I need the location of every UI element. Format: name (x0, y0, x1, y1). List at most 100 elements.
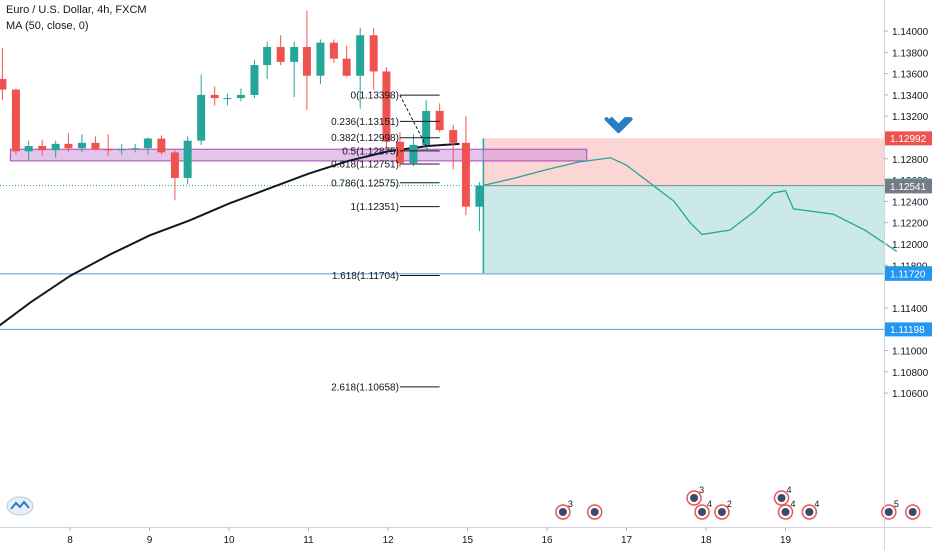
price-tick-label: 1.12000 (892, 240, 929, 251)
candle-body (77, 142, 86, 149)
price-tick-label: 1.12200 (892, 219, 929, 230)
candle[interactable] (236, 88, 245, 102)
fib-level-label: 0.786(1.12575) (331, 178, 399, 189)
candle-body (11, 89, 20, 152)
flag-icon (690, 494, 699, 502)
candle[interactable] (183, 136, 192, 185)
price-label: 1.12992 (890, 134, 927, 145)
economic-event-icon[interactable] (586, 504, 603, 520)
candle[interactable] (449, 124, 458, 170)
candle-body (143, 138, 152, 149)
stop-loss-zone[interactable] (483, 138, 884, 186)
candle-body (369, 35, 378, 72)
candle-body (409, 144, 418, 164)
candle-body (170, 152, 179, 178)
candle-body (157, 138, 166, 153)
candle[interactable] (223, 93, 232, 106)
event-count: 4 (791, 499, 796, 509)
economic-event-icon[interactable]: 4 (694, 499, 712, 520)
projection-path[interactable] (483, 157, 898, 252)
economic-event-icon[interactable]: 3 (686, 485, 704, 506)
candle[interactable] (131, 143, 140, 153)
fib-level-label: 0.5(1.12875) (342, 146, 399, 157)
time-tick-label: 15 (462, 535, 474, 546)
candle[interactable] (316, 39, 325, 85)
price-label-box[interactable] (885, 266, 932, 281)
candle[interactable] (461, 116, 470, 216)
fib-trend-line (399, 94, 429, 150)
economic-event-icon[interactable] (904, 504, 921, 520)
candle[interactable] (329, 39, 338, 63)
candle-body (183, 140, 192, 178)
price-label-box[interactable] (885, 131, 932, 146)
candle-body (449, 130, 458, 143)
candle[interactable] (382, 67, 391, 151)
candle[interactable] (170, 150, 179, 201)
candle[interactable] (64, 133, 73, 153)
candle[interactable] (210, 86, 219, 106)
economic-event-icon[interactable]: 4 (777, 499, 796, 520)
candle-body (395, 141, 404, 164)
price-label-box[interactable] (885, 179, 932, 194)
candle[interactable] (356, 27, 365, 109)
indicator-legend: MA (50, close, 0) (6, 20, 89, 32)
candle[interactable] (197, 74, 206, 145)
candle[interactable] (157, 135, 166, 155)
event-count: 2 (727, 499, 732, 509)
flag-icon (777, 494, 786, 502)
candle-body (263, 46, 272, 66)
candle[interactable] (302, 10, 311, 110)
fib-level-label: 0.382(1.12998) (331, 133, 399, 144)
candle[interactable] (91, 136, 100, 151)
candle[interactable] (38, 139, 47, 156)
time-tick-label: 18 (700, 535, 712, 546)
candle[interactable] (117, 143, 126, 155)
arrow-down-icon[interactable] (604, 117, 633, 134)
economic-event-icon[interactable]: 4 (773, 485, 792, 506)
economic-event-icon[interactable]: 2 (714, 499, 732, 520)
candle[interactable] (435, 103, 444, 133)
candle[interactable] (11, 88, 20, 155)
candle-body (0, 78, 7, 90)
flag-icon (781, 508, 790, 516)
candle-body (236, 94, 245, 99)
supply-zone-rectangle[interactable] (9, 148, 588, 162)
candle-body (250, 65, 259, 95)
candle[interactable] (77, 134, 86, 153)
time-tick-label: 19 (780, 535, 792, 546)
flag-icon (717, 508, 726, 516)
candle[interactable] (290, 41, 299, 98)
candle-body (356, 35, 365, 76)
candle[interactable] (24, 140, 33, 160)
candle[interactable] (51, 140, 60, 158)
economic-event-icon[interactable]: 4 (801, 499, 819, 520)
price-label-box[interactable] (885, 322, 932, 337)
candle[interactable] (369, 27, 378, 90)
event-count: 5 (894, 499, 899, 509)
event-count: 4 (787, 485, 792, 495)
candle[interactable] (422, 100, 431, 151)
economic-event-icon[interactable]: 3 (555, 499, 573, 520)
candle[interactable] (409, 134, 418, 167)
candle[interactable] (0, 48, 7, 101)
candle[interactable] (250, 59, 259, 99)
price-tick-label: 1.12800 (892, 155, 929, 166)
candle[interactable] (342, 45, 351, 77)
candle-body (382, 71, 391, 142)
candle[interactable] (276, 35, 285, 66)
candle-body (461, 142, 470, 207)
fib-level-label: 1.618(1.11704) (332, 271, 399, 282)
candle[interactable] (475, 182, 484, 232)
candle-body (329, 42, 338, 59)
candle[interactable] (143, 137, 152, 155)
take-profit-zone[interactable] (483, 185, 884, 274)
time-tick-label: 16 (541, 535, 553, 546)
tradingview-logo-icon (6, 496, 34, 516)
price-tick-label: 1.13400 (892, 91, 929, 102)
candle[interactable] (104, 134, 113, 156)
candle[interactable] (263, 41, 272, 79)
economic-event-icon[interactable]: 5 (881, 499, 899, 520)
candle-body (24, 146, 33, 152)
candle-body (422, 110, 431, 145)
